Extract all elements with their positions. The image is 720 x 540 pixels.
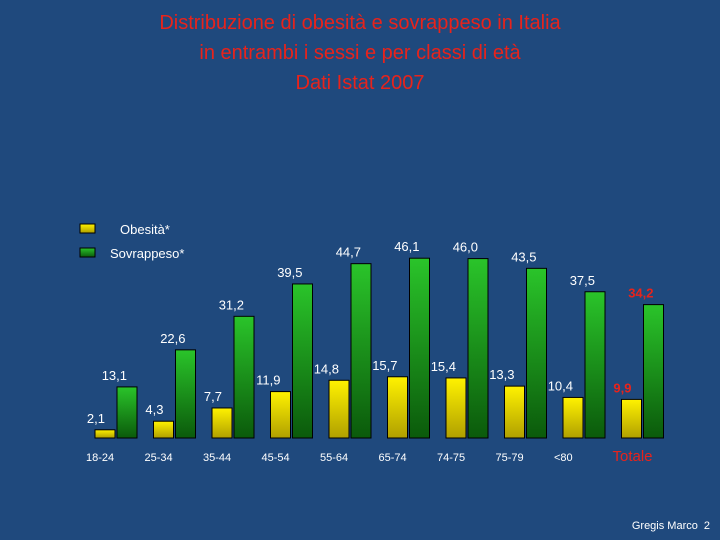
overweight-value-label-cat-6: 46,1 [394,239,419,254]
obesity-value-label-cat-9: 10,4 [548,378,573,393]
title-line-2: in entrambi i sessi e per classi di età [199,42,521,64]
footer: Gregis Marco 2 [632,520,710,532]
obesity-bar-cat-8 [504,385,525,439]
category-label-cat-4: 45-54 [262,452,290,464]
overweight-bar-cat-7 [467,258,489,439]
overweight-bar-cat-3 [233,315,255,439]
legend-label-obesit: Obesità* [120,222,170,237]
legend-swatch-sovrappeso [79,247,96,258]
obesity-value-label-cat-6: 15,7 [372,358,397,373]
category-label-cat-3: 35-44 [203,452,231,464]
overweight-bar-cat-4 [292,283,313,439]
category-label-cat-2: 25-34 [145,452,173,464]
legend-swatch-obesit [79,223,96,234]
category-label-cat-8: 75-79 [496,452,524,464]
obesity-bar-cat-1 [94,429,116,439]
overweight-bar-totale [643,304,664,439]
obesity-bar-cat-3 [211,407,233,439]
overweight-value-label-totale: 34,2 [628,286,653,301]
category-label-cat-1: 18-24 [86,452,114,464]
obesity-value-label-cat-2: 4,3 [145,402,163,417]
obesity-value-label-cat-4: 11,9 [256,373,280,388]
obesity-bar-totale [621,398,642,439]
obesity-bar-cat-9 [562,396,584,439]
overweight-value-label-cat-2: 22,6 [160,331,185,346]
category-label-cat-7: 74-75 [437,452,465,464]
obesity-value-label-cat-7: 15,4 [431,359,456,374]
obesity-bar-cat-2 [153,420,174,439]
overweight-value-label-cat-7: 46,0 [453,240,478,255]
overweight-bar-cat-8 [526,267,547,439]
overweight-value-label-cat-5: 44,7 [336,245,361,260]
overweight-bar-cat-9 [584,291,606,439]
obesity-value-label-totale: 9,9 [613,380,631,395]
overweight-bar-cat-5 [350,263,372,439]
obesity-value-label-cat-3: 7,7 [204,389,222,404]
overweight-value-label-cat-8: 43,5 [511,249,536,264]
title-line-3: Dati Istat 2007 [295,72,425,94]
overweight-value-label-cat-1: 13,1 [102,368,127,383]
obesity-value-label-cat-5: 14,8 [314,361,339,376]
obesity-value-label-cat-1: 2,1 [87,411,105,426]
category-label-cat-9: <80 [554,452,573,464]
overweight-bar-cat-6 [409,257,430,439]
category-label-cat-6: 65-74 [379,452,407,464]
title-line-1: Distribuzione di obesità e sovrappeso in… [159,12,561,34]
obesity-bar-cat-5 [328,379,350,439]
category-label-cat-5: 55-64 [320,452,348,464]
obesity-bar-cat-7 [445,377,467,439]
category-label-totale: Totale [613,448,653,465]
overweight-value-label-cat-4: 39,5 [277,265,302,280]
overweight-bar-cat-2 [175,349,196,439]
author-name: Gregis Marco [631,520,698,532]
legend-label-sovrappeso: Sovrappeso* [110,246,184,261]
page-number: 2 [703,520,710,532]
overweight-value-label-cat-9: 37,5 [570,273,595,288]
obesity-value-label-cat-8: 13,3 [489,367,514,382]
obesity-bar-cat-4 [270,391,291,439]
overweight-bar-cat-1 [116,386,138,439]
obesity-bar-cat-6 [387,376,408,439]
overweight-value-label-cat-3: 31,2 [219,297,244,312]
